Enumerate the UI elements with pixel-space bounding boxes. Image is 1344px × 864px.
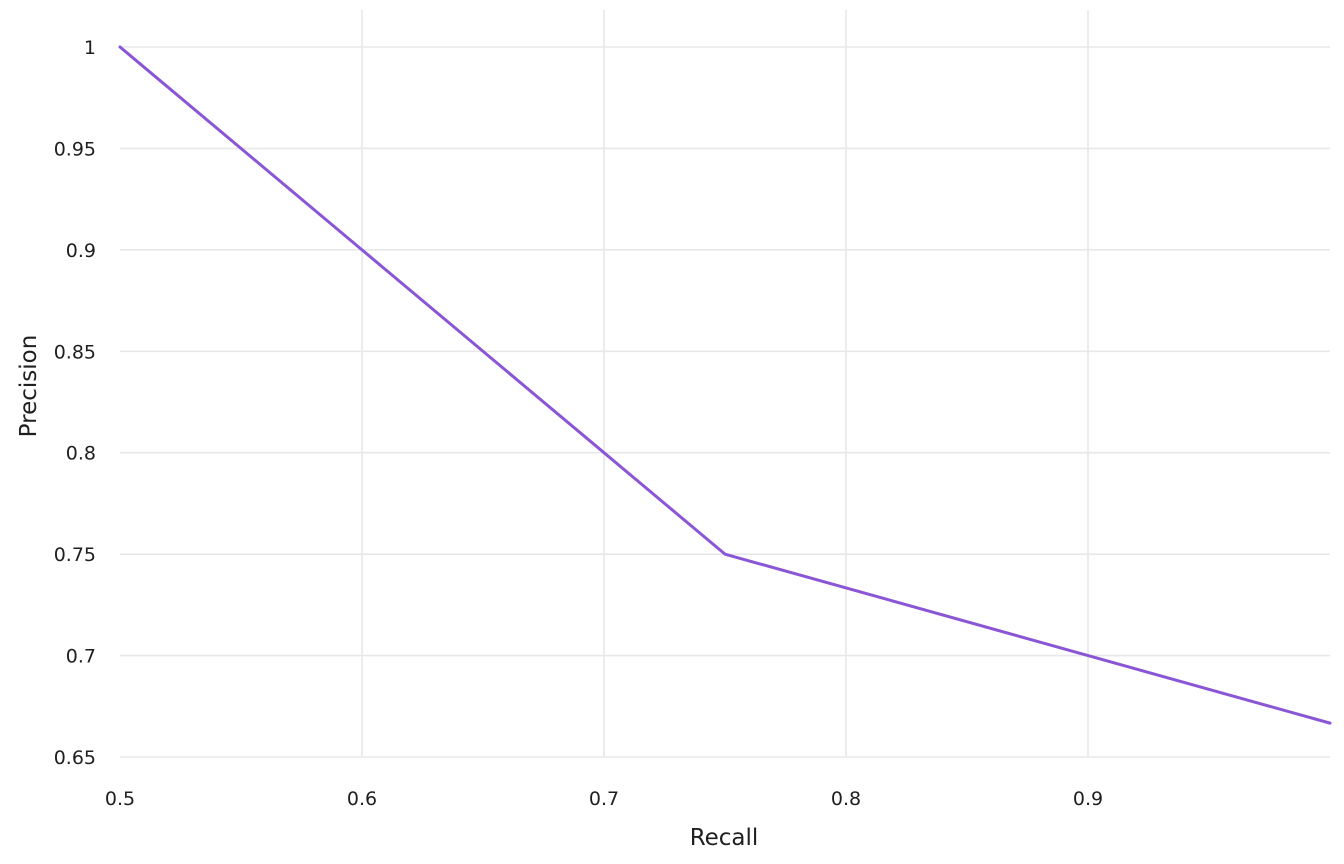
y-tick-label: 0.65 xyxy=(54,747,96,769)
y-grid-lines xyxy=(120,46,1330,758)
y-tick-label: 0.7 xyxy=(66,646,96,668)
x-tick-label: 0.8 xyxy=(831,788,861,810)
y-tick-label: 0.75 xyxy=(54,544,96,566)
x-tick-label: 0.5 xyxy=(105,788,135,810)
y-tick-label: 0.85 xyxy=(54,341,96,363)
y-tick-label: 1 xyxy=(84,37,96,59)
x-tick-label: 0.6 xyxy=(347,788,377,810)
series-line-0 xyxy=(118,45,1332,725)
x-tick-labels: 0.5 0.6 0.7 0.8 0.9 xyxy=(105,788,1103,810)
x-grid-lines xyxy=(361,10,1089,757)
series-layer xyxy=(118,45,1332,725)
y-tick-label: 0.95 xyxy=(54,138,96,160)
y-tick-label: 0.9 xyxy=(66,240,96,262)
x-tick-label: 0.9 xyxy=(1073,788,1103,810)
y-axis-label: Precision xyxy=(16,335,42,438)
x-tick-label: 0.7 xyxy=(589,788,619,810)
y-tick-label: 0.8 xyxy=(66,443,96,465)
x-axis-label: Recall xyxy=(690,825,759,851)
y-tick-labels: 0.65 0.7 0.75 0.8 0.85 0.9 0.95 1 xyxy=(54,37,96,769)
